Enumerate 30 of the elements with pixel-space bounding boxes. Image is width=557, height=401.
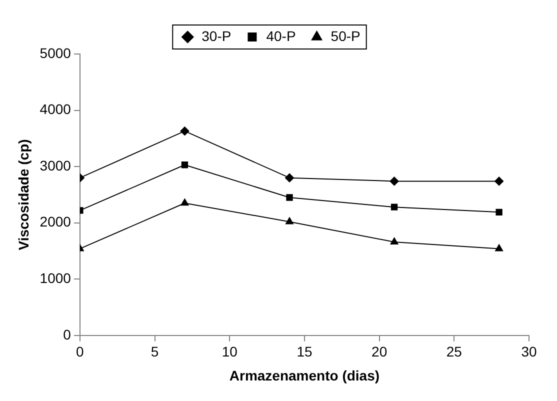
point: [390, 204, 398, 210]
x-tick-label: 20: [372, 344, 388, 360]
point: [390, 237, 398, 244]
y-tick-label: 5000: [40, 44, 72, 61]
y-tick-label: 4000: [40, 101, 72, 118]
legend-label: 30-P: [202, 28, 232, 44]
y-tick-label: 0: [63, 326, 72, 342]
legend-label: 40-P: [266, 28, 296, 44]
y-tick-label: 1000: [40, 270, 72, 286]
y-tick-label: 2000: [40, 214, 72, 230]
point: [495, 244, 504, 252]
point: [180, 198, 189, 206]
x-tick-label: 0: [76, 344, 84, 360]
x-tick-label: 30: [521, 344, 537, 360]
y-axis-title: Viscosidade (cp): [15, 139, 32, 250]
point: [494, 176, 504, 186]
x-tick-label: 5: [150, 344, 159, 360]
point: [285, 173, 294, 182]
point: [286, 194, 293, 201]
y-tick-label: 3000: [40, 157, 72, 174]
x-axis-title: Armazenamento (dias): [229, 367, 380, 384]
legend-label: 50-P: [330, 28, 360, 44]
x-tick-label: 25: [446, 344, 462, 360]
point: [286, 217, 294, 224]
point: [496, 208, 502, 216]
point: [180, 126, 190, 136]
x-tick-label: 15: [296, 344, 312, 360]
x-tick-label: 10: [222, 344, 238, 360]
point: [181, 162, 188, 168]
point: [390, 176, 399, 186]
